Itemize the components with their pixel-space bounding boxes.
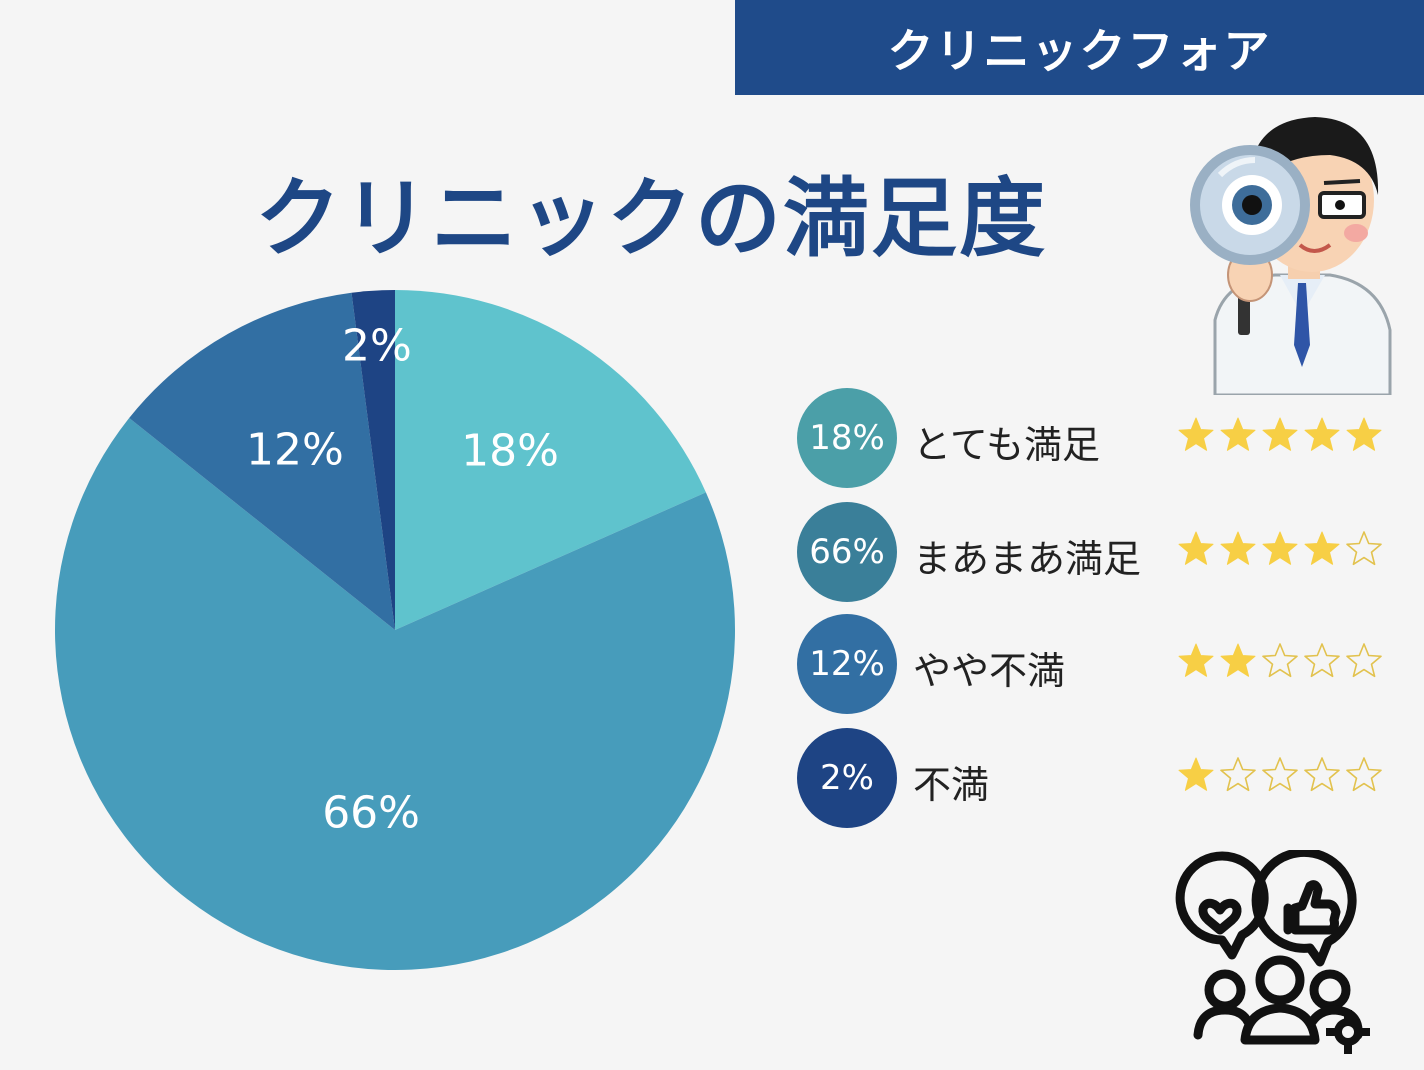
star-rating [1177,530,1383,568]
star-rating [1177,416,1383,454]
legend-label: 不満 [913,763,990,807]
pie-slice-label-4: 2% [342,320,412,371]
star-filled-icon [1262,417,1298,451]
star-empty-icon [1346,531,1382,566]
pie-slice-label-2: 66% [322,787,420,838]
pie-slice-4 [351,290,395,630]
legend-percent-badge: 2% [797,728,897,828]
pie-slice-label-3: 12% [246,424,344,475]
legend-label: とても満足 [913,423,1100,467]
star-rating [1177,642,1383,680]
chart-title: クリニックの満足度 [255,169,1047,269]
pie-slice-3 [129,292,395,630]
legend-item: 12% やや不満 [797,614,1397,714]
legend-item: 18% とても満足 [797,388,1397,488]
legend-percent-badge: 18% [797,388,897,488]
pie-chart: 18% 66% 12% 2% [55,290,735,971]
star-filled-icon [1220,531,1256,565]
star-empty-icon [1262,643,1298,678]
star-filled-icon [1304,531,1340,565]
star-filled-icon [1346,417,1382,451]
star-empty-icon [1346,643,1382,678]
star-filled-icon [1178,757,1214,791]
legend-percent-badge: 12% [797,614,897,714]
star-empty-icon [1262,757,1298,792]
star-filled-icon [1178,531,1214,565]
star-empty-icon [1304,757,1340,792]
star-filled-icon [1304,417,1340,451]
star-empty-icon [1304,643,1340,678]
legend-item: 66% まあまあ満足 [797,502,1397,602]
legend-label: やや不満 [913,649,1066,693]
brand-banner: クリニックフォア [735,0,1424,95]
legend-item: 2% 不満 [797,728,1397,828]
star-filled-icon [1178,643,1214,677]
pie-slice-1 [395,290,706,630]
pie-slice-2 [55,418,735,971]
star-filled-icon [1220,417,1256,451]
legend-percent-badge: 66% [797,502,897,602]
doctor-magnifier-icon [1190,117,1392,395]
star-filled-icon [1220,643,1256,677]
star-empty-icon [1220,757,1256,792]
star-filled-icon [1178,417,1214,451]
community-feedback-icon [1175,850,1370,1054]
pie-slice-label-1: 18% [461,425,559,476]
star-filled-icon [1262,531,1298,565]
star-rating [1177,756,1383,794]
star-empty-icon [1346,757,1382,792]
legend-label: まあまあ満足 [913,537,1142,581]
